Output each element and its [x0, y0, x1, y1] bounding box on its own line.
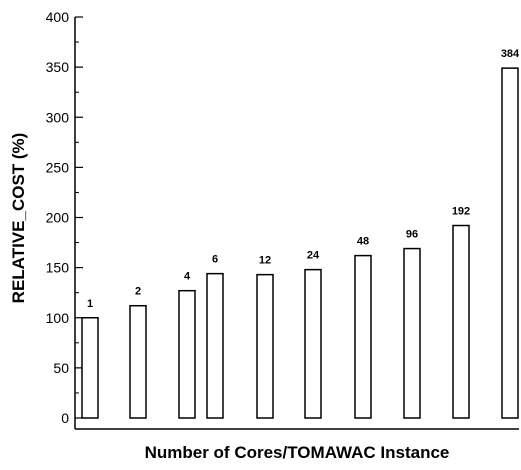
y-tick-label: 350	[46, 59, 70, 75]
bar-category-label: 192	[452, 206, 470, 218]
bar-category-label: 384	[501, 48, 520, 60]
y-tick-label: 150	[46, 260, 70, 276]
y-tick-label: 400	[46, 9, 70, 25]
bar	[206, 272, 224, 419]
bar	[81, 317, 99, 419]
y-tick-label: 200	[46, 210, 70, 226]
bar-category-label: 2	[135, 286, 141, 298]
bar	[256, 273, 274, 419]
bar	[304, 268, 322, 419]
bar	[354, 254, 372, 419]
bar-category-label: 1	[87, 298, 93, 310]
bar-category-label: 12	[259, 255, 271, 267]
y-tick-label: 50	[53, 360, 69, 376]
bar	[452, 224, 470, 419]
bar-category-label: 6	[212, 254, 218, 266]
bar	[501, 67, 519, 419]
bar-category-label: 4	[184, 271, 191, 283]
bar-category-label: 48	[357, 236, 369, 248]
y-axis-title: RELATIVE_COST (%)	[9, 133, 28, 304]
bar-category-label: 24	[307, 250, 320, 262]
y-tick-label: 300	[46, 109, 70, 125]
bar	[129, 304, 147, 419]
y-tick-label: 0	[61, 410, 69, 426]
y-tick-label: 100	[46, 310, 70, 326]
bar	[403, 247, 421, 419]
x-axis-title: Number of Cores/TOMAWAC Instance	[145, 443, 450, 462]
y-tick-label: 250	[46, 159, 70, 175]
bar-category-label: 96	[406, 229, 418, 241]
bar	[178, 289, 196, 419]
